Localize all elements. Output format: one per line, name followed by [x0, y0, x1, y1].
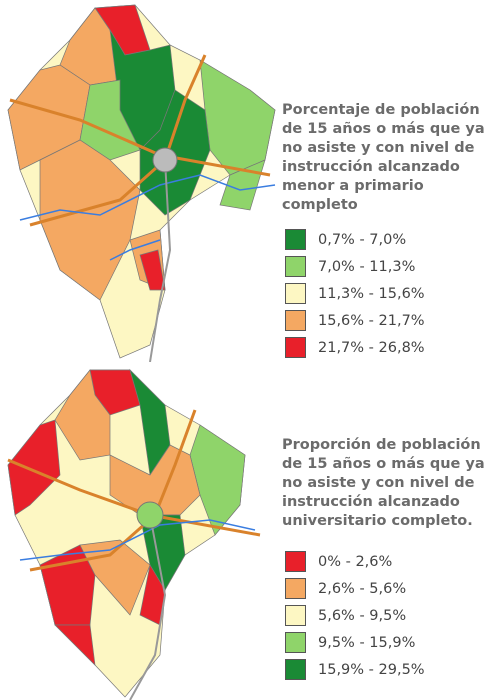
town	[136, 501, 164, 529]
map-2	[7, 368, 261, 700]
title-line: Proporción de población	[282, 437, 481, 453]
title-line: de 15 años o más que ya	[282, 121, 485, 137]
legend-item: 9,5% - 15,9%	[285, 629, 425, 656]
legend-2: 0% - 2,6% 2,6% - 5,6% 5,6% - 9,5% 9,5% - 15…	[285, 548, 425, 683]
title-1: Porcentaje de población de 15 años o más …	[282, 101, 485, 215]
legend-swatch	[285, 310, 306, 331]
title-line: instrucción alcanzado	[282, 494, 460, 510]
legend-item: 11,3% - 15,6%	[285, 280, 425, 307]
legend-label: 7,0% - 11,3%	[318, 258, 416, 275]
legend-item: 7,0% - 11,3%	[285, 253, 425, 280]
title-line: completo	[282, 197, 358, 213]
road	[7, 458, 261, 537]
region	[139, 514, 186, 591]
title-line: no asiste y con nivel de	[282, 475, 475, 491]
river	[19, 519, 256, 561]
legend-swatch	[285, 632, 306, 653]
region	[139, 249, 166, 291]
legend-label: 0% - 2,6%	[318, 553, 393, 570]
legend-item: 21,7% - 26,8%	[285, 334, 425, 361]
legend-swatch	[285, 256, 306, 277]
legend-item: 15,9% - 29,5%	[285, 656, 425, 683]
legend-label: 9,5% - 15,9%	[318, 634, 416, 651]
legend-swatch	[285, 605, 306, 626]
legend-label: 21,7% - 26,8%	[318, 339, 425, 356]
legend-label: 15,9% - 29,5%	[318, 661, 425, 678]
legend-swatch	[285, 283, 306, 304]
road	[9, 98, 271, 177]
legend-swatch	[285, 659, 306, 680]
title-line: instrucción alcanzado	[282, 159, 460, 175]
legend-item: 5,6% - 9,5%	[285, 602, 425, 629]
region	[7, 419, 61, 516]
legend-label: 0,7% - 7,0%	[318, 231, 407, 248]
title-line: de 15 años o más que ya	[282, 456, 485, 472]
legend-swatch	[285, 578, 306, 599]
legend-label: 5,6% - 9,5%	[318, 607, 407, 624]
town	[152, 147, 178, 173]
region	[7, 369, 246, 698]
legend-swatch	[285, 551, 306, 572]
river	[109, 239, 161, 261]
title-2: Proporción de población de 15 años o más …	[282, 436, 485, 531]
title-line: Porcentaje de población	[282, 102, 480, 118]
legend-label: 15,6% - 21,7%	[318, 312, 425, 329]
map-1	[7, 4, 276, 362]
legend-swatch	[285, 337, 306, 358]
legend-item: 2,6% - 5,6%	[285, 575, 425, 602]
legend-label: 2,6% - 5,6%	[318, 580, 407, 597]
legend-item: 15,6% - 21,7%	[285, 307, 425, 334]
river	[19, 174, 276, 221]
legend-item: 0% - 2,6%	[285, 548, 425, 575]
legend-item: 0,7% - 7,0%	[285, 226, 425, 253]
region	[54, 624, 96, 666]
region	[54, 369, 111, 461]
legend-swatch	[285, 229, 306, 250]
legend-label: 11,3% - 15,6%	[318, 285, 425, 302]
legend-1: 0,7% - 7,0% 7,0% - 11,3% 11,3% - 15,6% 15,6…	[285, 226, 425, 361]
title-line: universitario completo.	[282, 513, 473, 529]
railway	[149, 159, 172, 362]
title-line: no asiste y con nivel de	[282, 140, 475, 156]
title-line: menor a primario	[282, 178, 424, 194]
railway	[129, 514, 167, 700]
